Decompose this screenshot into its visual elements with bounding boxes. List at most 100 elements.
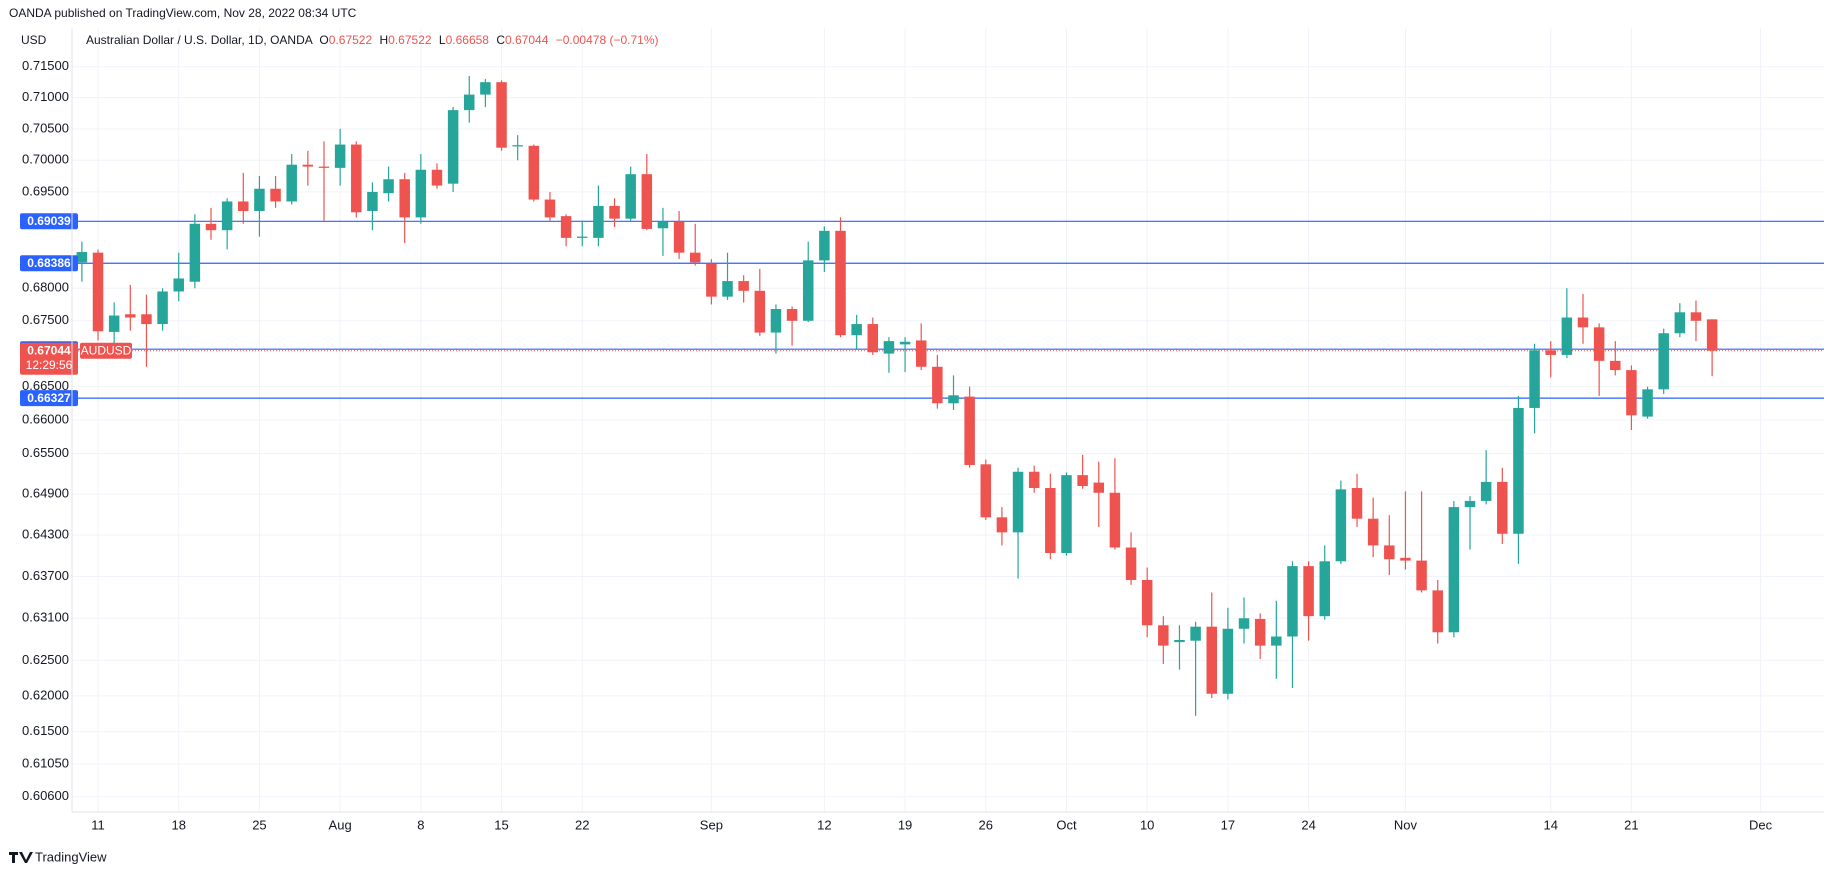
- candle-body: [1222, 628, 1234, 694]
- y-tick-label: 0.66000: [22, 411, 69, 426]
- logo-mark: [9, 852, 33, 863]
- close-value: 0.67044: [505, 33, 549, 47]
- current-price-label: 0.67044: [27, 343, 71, 357]
- y-tick-label: 0.69500: [22, 183, 69, 198]
- candle-body: [1303, 566, 1314, 617]
- price-tag: [20, 255, 78, 272]
- symbol-title: Australian Dollar / U.S. Dollar, 1D, OAN…: [86, 33, 313, 47]
- candle-body: [657, 221, 669, 229]
- candle-body: [76, 252, 88, 263]
- candle-body: [1287, 566, 1298, 637]
- symbol-tag-label: AUDUSD: [81, 343, 132, 357]
- candle-body: [932, 366, 943, 404]
- candle-body: [980, 464, 992, 518]
- candle-body: [1529, 350, 1540, 408]
- candle-body: [1497, 481, 1508, 534]
- candle-body: [754, 290, 766, 333]
- currency-label: USD: [21, 33, 47, 47]
- low-label: L: [439, 33, 446, 47]
- candle-body: [318, 166, 330, 168]
- candle-body: [964, 396, 975, 465]
- candle-body: [1577, 317, 1589, 328]
- candle-body: [399, 179, 410, 218]
- countdown: 12:29:56: [26, 358, 73, 372]
- candle-body: [415, 169, 427, 218]
- x-tick-label: 18: [171, 817, 185, 832]
- candle-body: [915, 340, 927, 367]
- candle-body: [1674, 312, 1686, 334]
- candle-body: [1271, 636, 1282, 646]
- x-tick-label: 19: [898, 817, 912, 832]
- y-tick-label: 0.64300: [22, 527, 69, 542]
- candle-body: [528, 145, 540, 200]
- y-tick-label: 0.71000: [22, 89, 69, 104]
- candle-body: [367, 191, 378, 212]
- candle-body: [851, 324, 862, 336]
- candle-body: [1109, 492, 1121, 548]
- candle-body: [383, 179, 394, 194]
- x-tick-label: 8: [417, 817, 424, 832]
- x-tick-label: 10: [1140, 817, 1154, 832]
- candle-body: [625, 174, 636, 219]
- legend: Australian Dollar / U.S. Dollar, 1D, OAN…: [86, 33, 658, 47]
- y-tick-label: 0.70000: [22, 152, 69, 167]
- candle-body: [1384, 545, 1395, 560]
- y-tick-label: 0.65500: [22, 445, 69, 460]
- candle-body: [1513, 407, 1524, 534]
- grid-layer: [72, 28, 1824, 812]
- current-price-tag: [20, 342, 78, 375]
- candle-body: [1319, 561, 1330, 617]
- candle-body: [1642, 389, 1653, 417]
- candle-body: [270, 188, 281, 202]
- candle-body: [948, 395, 959, 404]
- price-tag: [20, 213, 78, 230]
- candle-body: [593, 205, 604, 238]
- candle-body: [786, 309, 798, 321]
- candle-body: [1448, 507, 1460, 633]
- candle-body: [205, 223, 217, 231]
- candle-body: [996, 517, 1008, 533]
- y-tick-label: 0.71500: [22, 58, 69, 73]
- candle-body: [141, 314, 152, 325]
- candle-body: [544, 199, 556, 218]
- y-tick-label: 0.62000: [22, 687, 69, 702]
- candle-body: [576, 236, 588, 238]
- candle-body: [1045, 488, 1056, 554]
- x-tick-label: 14: [1543, 817, 1557, 832]
- candle-body: [609, 205, 620, 219]
- candle-body: [641, 174, 653, 229]
- candle-body: [1626, 370, 1637, 416]
- candle-body: [108, 315, 120, 332]
- brand-name: TradingView: [35, 849, 107, 864]
- candle-body: [189, 223, 201, 282]
- price-tag-label: 0.66327: [27, 391, 71, 405]
- candle-body: [1464, 500, 1476, 508]
- x-tick-label: 24: [1301, 817, 1315, 832]
- candle-body: [738, 281, 749, 291]
- x-tick-label: 22: [575, 817, 589, 832]
- candle-body: [802, 260, 814, 321]
- candle-body: [1206, 626, 1217, 694]
- price-tag: [20, 390, 78, 407]
- x-tick-label: 17: [1221, 817, 1235, 832]
- candle-body: [1432, 590, 1443, 633]
- candle-body: [883, 341, 895, 354]
- candle-body: [1690, 312, 1702, 321]
- y-tick-label: 0.67500: [22, 312, 69, 327]
- candle-body: [254, 188, 265, 212]
- candle-body: [1190, 626, 1201, 641]
- candle-body: [1706, 319, 1718, 351]
- x-tick-label: Oct: [1056, 817, 1077, 832]
- candle-body: [221, 201, 233, 231]
- label-layer: 0.71500 0.71000 0.70500 0.70000 0.69500 0.680…: [20, 58, 1773, 832]
- candle-body: [1012, 471, 1024, 533]
- candle-body: [1093, 482, 1105, 493]
- candle-body: [92, 252, 104, 332]
- y-tick-label: 0.63100: [22, 610, 69, 625]
- candle-body: [722, 281, 733, 297]
- candle-body: [1077, 475, 1088, 486]
- y-tick-label: 0.60600: [22, 788, 69, 803]
- candle-body: [125, 314, 136, 318]
- candle-body: [770, 309, 782, 333]
- high-label: H: [380, 33, 389, 47]
